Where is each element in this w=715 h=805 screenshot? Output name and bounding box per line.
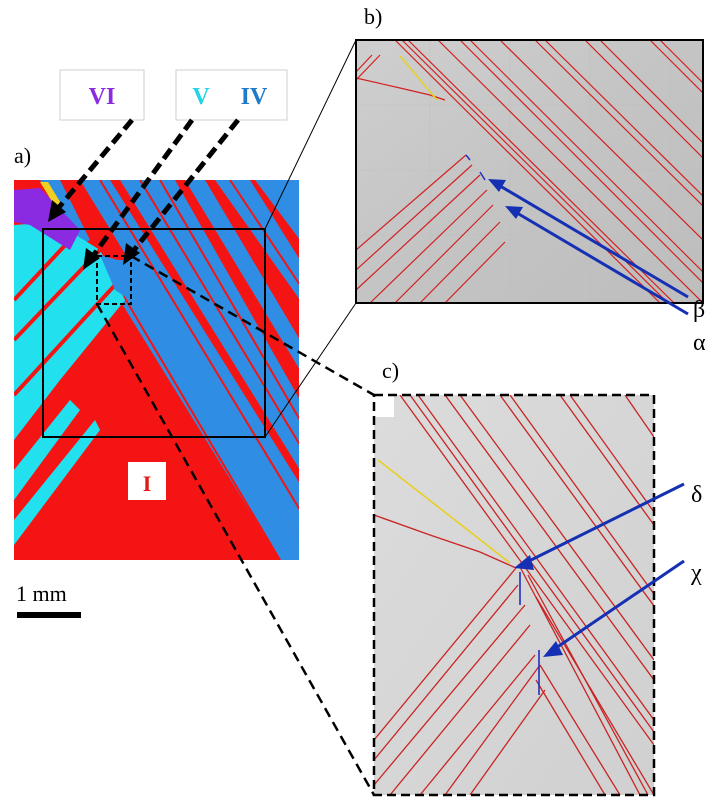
variant-V-region (14, 222, 125, 545)
variant-V-label: V (192, 84, 210, 110)
variant-pointer-arrows (53, 118, 240, 262)
panel-c-boundaries-ascending (374, 567, 546, 795)
variant-IV-label: IV (241, 84, 268, 110)
delta-chi-arrows (524, 482, 685, 652)
panel-b-boundaries-descending (394, 40, 703, 303)
delta-label: δ (691, 482, 702, 508)
panel-b-boundary-horizontal (356, 77, 446, 101)
zoom-box-c (96, 255, 132, 305)
panel-c-micrograph (374, 395, 654, 795)
panel-b-micrograph (356, 40, 703, 303)
panel-a-ebsd-map (14, 180, 299, 560)
variant-VI-label: VI (89, 84, 116, 110)
panel-b-label: b) (364, 4, 382, 29)
panel-b-boundaries-ascending (356, 54, 506, 303)
beta-label: β (693, 297, 705, 323)
variant-VI-label-box (59, 69, 145, 121)
panel-a-label: a) (14, 143, 31, 168)
delta-chi-arrowheads (514, 555, 563, 657)
variant-V-IV-label-box (175, 69, 288, 121)
panel-b-frame (355, 39, 704, 304)
chi-label: χ (690, 560, 702, 586)
zoom-connectors-c (95, 254, 376, 796)
zoom-connectors-b (264, 39, 357, 438)
panel-b-blue-boundaries (465, 154, 486, 181)
variant-VI-region (14, 188, 80, 250)
panel-c-blue-boundaries (519, 572, 540, 695)
variant-I-label-box (128, 462, 166, 500)
panel-c-label: c) (382, 358, 399, 383)
variant-I-label: I (143, 471, 152, 496)
panel-c-yellow-boundary (377, 459, 511, 564)
alpha-beta-arrows (494, 181, 689, 316)
variant-pointer-arrowheads (48, 200, 140, 270)
scale-bar (17, 612, 81, 618)
panel-c-boundary-horizontal (374, 514, 517, 569)
alpha-label: α (693, 330, 706, 356)
alpha-beta-arrowheads (488, 179, 523, 219)
panel-c-frame (372, 393, 656, 797)
scale-bar-label: 1 mm (16, 581, 67, 606)
variant-yellow-sliver (40, 182, 62, 208)
variant-IV-wedge (100, 255, 130, 300)
panel-b-yellow-boundary (399, 55, 438, 101)
